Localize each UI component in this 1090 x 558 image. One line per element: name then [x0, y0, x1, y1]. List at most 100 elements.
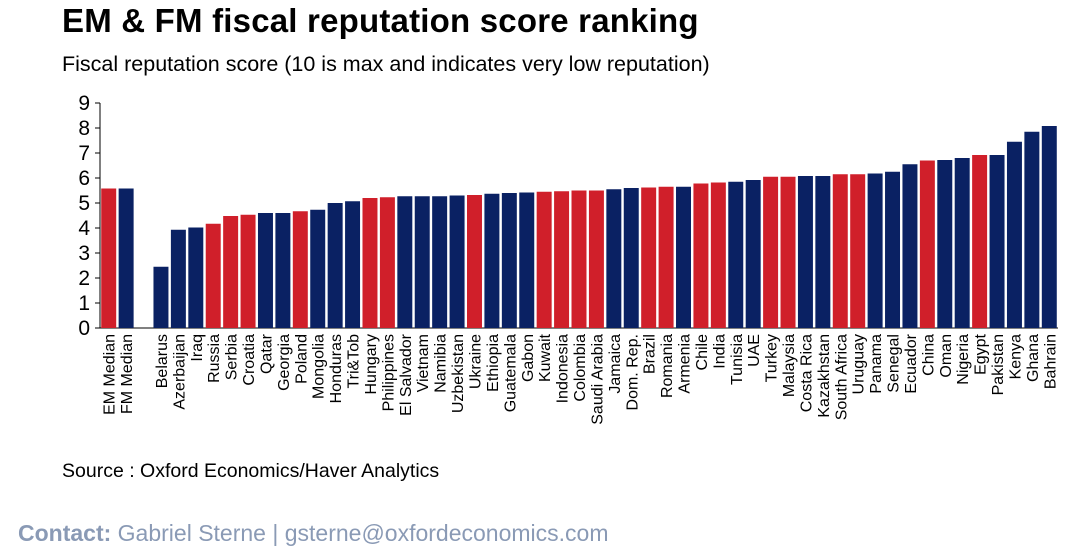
- x-tick-label: Saudi Arabia: [589, 334, 606, 425]
- x-tick-label: Croatia: [241, 334, 258, 386]
- y-tick-label: 6: [78, 167, 90, 190]
- bar: [658, 186, 674, 328]
- bar: [153, 266, 169, 328]
- x-tick-label: Poland: [293, 334, 310, 384]
- bar: [484, 193, 500, 328]
- x-tick-label: Serbia: [224, 334, 241, 380]
- bar: [170, 229, 186, 328]
- x-tick-label: Indonesia: [555, 334, 572, 403]
- bar: [501, 193, 517, 328]
- x-tick-label: UAE: [746, 334, 763, 367]
- x-tick-label: Malaysia: [781, 334, 798, 397]
- bar: [362, 198, 378, 328]
- x-tick-label: Mongolia: [311, 334, 328, 399]
- x-tick-label: Russia: [206, 334, 223, 383]
- bar: [449, 195, 465, 328]
- y-tick-label: 0: [78, 317, 90, 340]
- x-tick-label: Uruguay: [851, 334, 868, 394]
- bar: [571, 190, 587, 328]
- bar: [345, 201, 361, 328]
- x-tick-label: Hungary: [363, 334, 380, 394]
- x-tick-label: Oman: [938, 334, 955, 378]
- x-tick-label: Romania: [659, 334, 676, 398]
- y-tick-label: 2: [78, 267, 90, 290]
- bar: [797, 176, 813, 328]
- x-tick-label: EM Median: [102, 334, 119, 415]
- x-tick-label: Iraq: [189, 334, 206, 362]
- bar: [257, 213, 273, 328]
- y-tick-label: 5: [78, 192, 90, 215]
- bar: [780, 176, 796, 328]
- x-tick-label: Jamaica: [607, 334, 624, 394]
- x-tick-label: Guatemala: [502, 334, 519, 412]
- bar: [902, 164, 918, 328]
- bar: [815, 176, 831, 328]
- x-tick-label: Colombia: [572, 334, 589, 402]
- contact-text: Gabriel Sterne | gsterne@oxfordeconomics…: [117, 520, 609, 546]
- x-tick-label: Philippines: [380, 334, 397, 411]
- bar: [223, 216, 239, 328]
- y-tick-label: 7: [78, 142, 90, 165]
- bar: [693, 183, 709, 328]
- bars: [101, 126, 1057, 328]
- x-tick-label: Kuwait: [537, 333, 554, 382]
- x-tick-label: Uzbekistan: [450, 334, 467, 413]
- bar: [1041, 126, 1057, 328]
- bar: [292, 211, 308, 328]
- bar: [1024, 131, 1040, 328]
- bar: [745, 180, 761, 328]
- chart-title: EM & FM fiscal reputation score ranking: [62, 2, 699, 39]
- x-tick-label: Tri&Tob: [346, 334, 363, 389]
- x-tick-label: South Africa: [833, 334, 850, 420]
- bar: [519, 192, 535, 328]
- x-tick-label: India: [711, 334, 728, 369]
- contact-line: Contact: Gabriel Sterne | gsterne@oxford…: [18, 520, 609, 547]
- bar: [188, 227, 204, 328]
- x-tick-label: Qatar: [258, 333, 275, 374]
- bar: [763, 176, 779, 328]
- bar: [606, 189, 622, 328]
- x-tick-label: Costa Rica: [798, 334, 815, 412]
- x-tick-label: Turkey: [764, 334, 781, 382]
- x-tick-label: Bahrain: [1042, 334, 1059, 389]
- y-tick-label: 9: [78, 92, 90, 115]
- bar: [432, 196, 448, 328]
- x-tick-label: Pakistan: [990, 334, 1007, 395]
- bar: [379, 197, 395, 328]
- bar: [728, 181, 744, 328]
- x-tick-label: Nigeria: [955, 334, 972, 385]
- bar: [972, 155, 988, 328]
- bar: [101, 188, 117, 328]
- x-tick-label: El Salvador: [398, 333, 415, 415]
- x-tick-label: Gabon: [520, 334, 537, 382]
- bar: [850, 174, 866, 328]
- bar: [919, 160, 935, 328]
- y-tick-label: 3: [78, 242, 90, 265]
- x-tick-label: Honduras: [328, 334, 345, 403]
- x-tick-label: Ukraine: [467, 334, 484, 389]
- bar: [867, 173, 883, 328]
- x-tick-label: FM Median: [119, 334, 136, 414]
- bar: [554, 191, 570, 328]
- x-tick-label: Georgia: [276, 334, 293, 391]
- bar: [1006, 141, 1022, 328]
- source-note: Source : Oxford Economics/Haver Analytic…: [62, 460, 440, 482]
- bar: [588, 190, 604, 328]
- x-tick-label: Dom. Rep.: [624, 334, 641, 410]
- x-tick-label: Namibia: [433, 334, 450, 393]
- x-tick-label: Ghana: [1025, 334, 1042, 382]
- bar: [118, 188, 134, 328]
- x-tick-label: Ecuador: [903, 333, 920, 393]
- x-axis-labels: EM Median FM Median Belarus Azerbaijan Iraq R…: [102, 333, 1060, 424]
- x-tick-label: Kazakhstan: [816, 334, 833, 418]
- bar: [710, 182, 726, 328]
- bar: [623, 188, 639, 328]
- x-tick-label: Kenya: [1007, 334, 1024, 379]
- x-tick-label: Belarus: [154, 334, 171, 388]
- contact-label: Contact:: [18, 520, 112, 546]
- bar: [310, 209, 326, 328]
- bar: [467, 195, 482, 328]
- bar: [327, 203, 343, 328]
- x-tick-label: Armenia: [677, 334, 694, 394]
